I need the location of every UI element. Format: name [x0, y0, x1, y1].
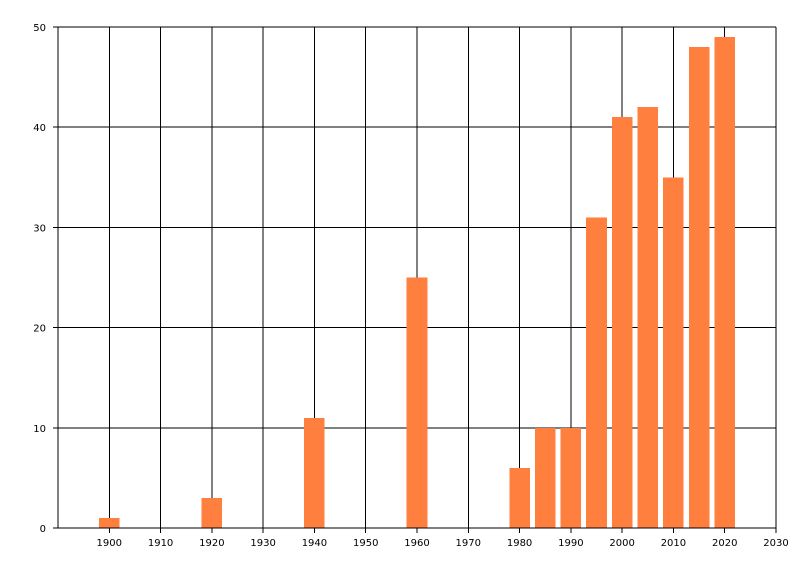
x-tick-label: 1980	[507, 538, 532, 549]
bar	[201, 497, 223, 528]
x-tick-label: 2020	[712, 538, 737, 549]
bar	[509, 467, 530, 528]
bars	[99, 37, 735, 529]
bar	[560, 427, 582, 528]
x-tick-label: 1960	[404, 538, 429, 549]
x-tick-label: 2030	[763, 538, 788, 549]
y-tick-label: 0	[40, 524, 46, 535]
x-tick-label: 1900	[97, 538, 122, 549]
x-tick-label: 1910	[148, 538, 173, 549]
y-tick-label: 10	[33, 424, 46, 435]
bar	[663, 177, 684, 529]
bar	[688, 47, 710, 528]
bar	[99, 517, 120, 528]
x-axis-ticks: 1900 1910 1920 1930 1940 1950 1960 1970 1980 1990…	[97, 528, 789, 549]
y-axis-ticks: 0 10 20 30 40 50	[33, 23, 58, 535]
x-tick-label: 1990	[558, 538, 583, 549]
bar	[586, 217, 607, 528]
x-tick-label: 1920	[199, 538, 224, 549]
x-tick-label: 2000	[609, 538, 634, 549]
y-tick-label: 30	[33, 223, 46, 234]
bar	[406, 277, 428, 528]
x-tick-label: 1940	[302, 538, 327, 549]
bar	[534, 427, 556, 528]
y-tick-label: 20	[33, 324, 46, 335]
y-tick-label: 40	[33, 123, 46, 134]
bar	[611, 117, 633, 529]
x-tick-label: 2010	[661, 538, 686, 549]
bar	[714, 37, 735, 529]
x-tick-label: 1950	[353, 538, 378, 549]
bar	[637, 107, 659, 528]
bar	[304, 417, 325, 528]
x-tick-label: 1930	[250, 538, 275, 549]
x-tick-label: 1970	[456, 538, 481, 549]
y-tick-label: 50	[33, 23, 46, 34]
